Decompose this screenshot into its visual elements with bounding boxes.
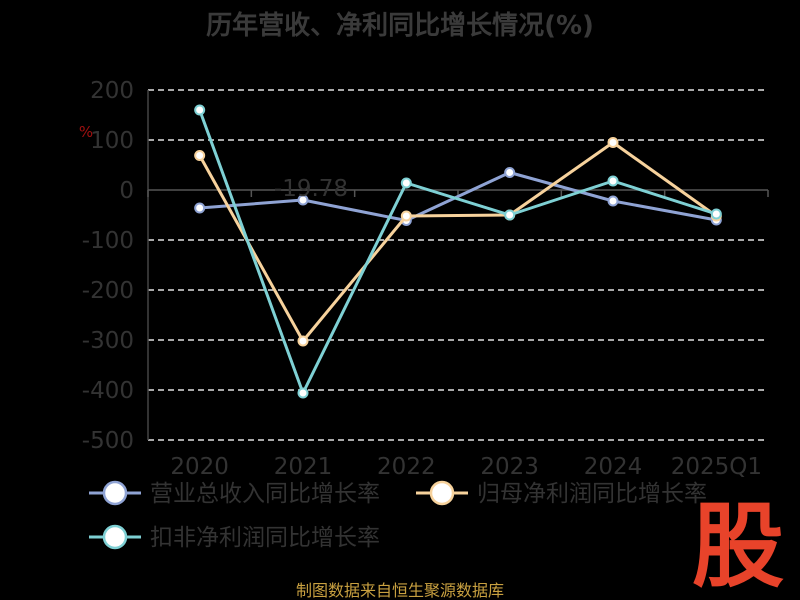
- data-point: [504, 167, 516, 178]
- legend-marker: [429, 480, 455, 506]
- data-label: -19.78: [274, 176, 348, 202]
- data-point: [194, 104, 206, 116]
- series-lines: [194, 104, 722, 399]
- y-tick-label: -300: [82, 328, 134, 354]
- x-tick-label: 2023: [480, 454, 539, 480]
- data-point: [607, 137, 619, 148]
- y-tick-label: 0: [119, 178, 134, 204]
- x-tick-label: 2022: [377, 454, 436, 480]
- y-tick-labels: 200 100 0 -100 -200 -300 -400 -500: [82, 78, 134, 454]
- data-point: [297, 194, 309, 206]
- gridlines: [148, 89, 768, 441]
- y-axis-unit-label: %: [79, 123, 93, 141]
- legend-item-3: 扣非净利润同比增长率: [89, 524, 380, 551]
- y-tick-label: 100: [90, 128, 134, 154]
- chart-title: 历年营收、净利同比增长情况(%): [206, 10, 594, 41]
- legend-label: 扣非净利润同比增长率: [150, 525, 380, 551]
- data-point: [400, 210, 412, 222]
- legend-marker: [102, 524, 128, 550]
- y-tick-label: -200: [82, 278, 134, 304]
- data-labels: -19.78: [274, 176, 348, 202]
- x-tick-label: 2020: [170, 454, 229, 480]
- data-point: [710, 208, 722, 220]
- data-point: [194, 202, 206, 214]
- legend-item-1: 营业总收入同比增长率: [89, 480, 380, 507]
- stock-logo: 股: [692, 493, 784, 600]
- series-line-1: [199, 171, 717, 222]
- y-tick-label: 200: [90, 78, 134, 104]
- x-tick-labels: 2020 2021 2022 2023 2024 2025Q1: [170, 454, 762, 480]
- data-point: [194, 150, 206, 161]
- legend-marker: [102, 480, 128, 506]
- data-point: [297, 387, 309, 399]
- legend-item-2: 归母净利润同比增长率: [416, 480, 707, 507]
- data-point: [607, 195, 619, 207]
- series-line-2: [198, 141, 718, 343]
- series-line-3: [198, 109, 717, 395]
- data-point: [400, 177, 412, 189]
- y-tick-label: -100: [82, 228, 134, 254]
- data-point: [504, 209, 516, 221]
- x-tick-label: 2025Q1: [671, 454, 762, 480]
- x-tick-label: 2021: [274, 454, 333, 480]
- y-tick-label: -500: [82, 428, 134, 454]
- legend-label: 归母净利润同比增长率: [477, 481, 707, 507]
- data-point: [297, 335, 309, 347]
- data-point: [607, 175, 619, 187]
- x-tick-label: 2024: [584, 454, 643, 480]
- data-source-note: 制图数据来自恒生聚源数据库: [296, 581, 504, 600]
- axes: [147, 90, 769, 440]
- legend-label: 营业总收入同比增长率: [150, 481, 380, 507]
- y-tick-label: -400: [82, 378, 134, 404]
